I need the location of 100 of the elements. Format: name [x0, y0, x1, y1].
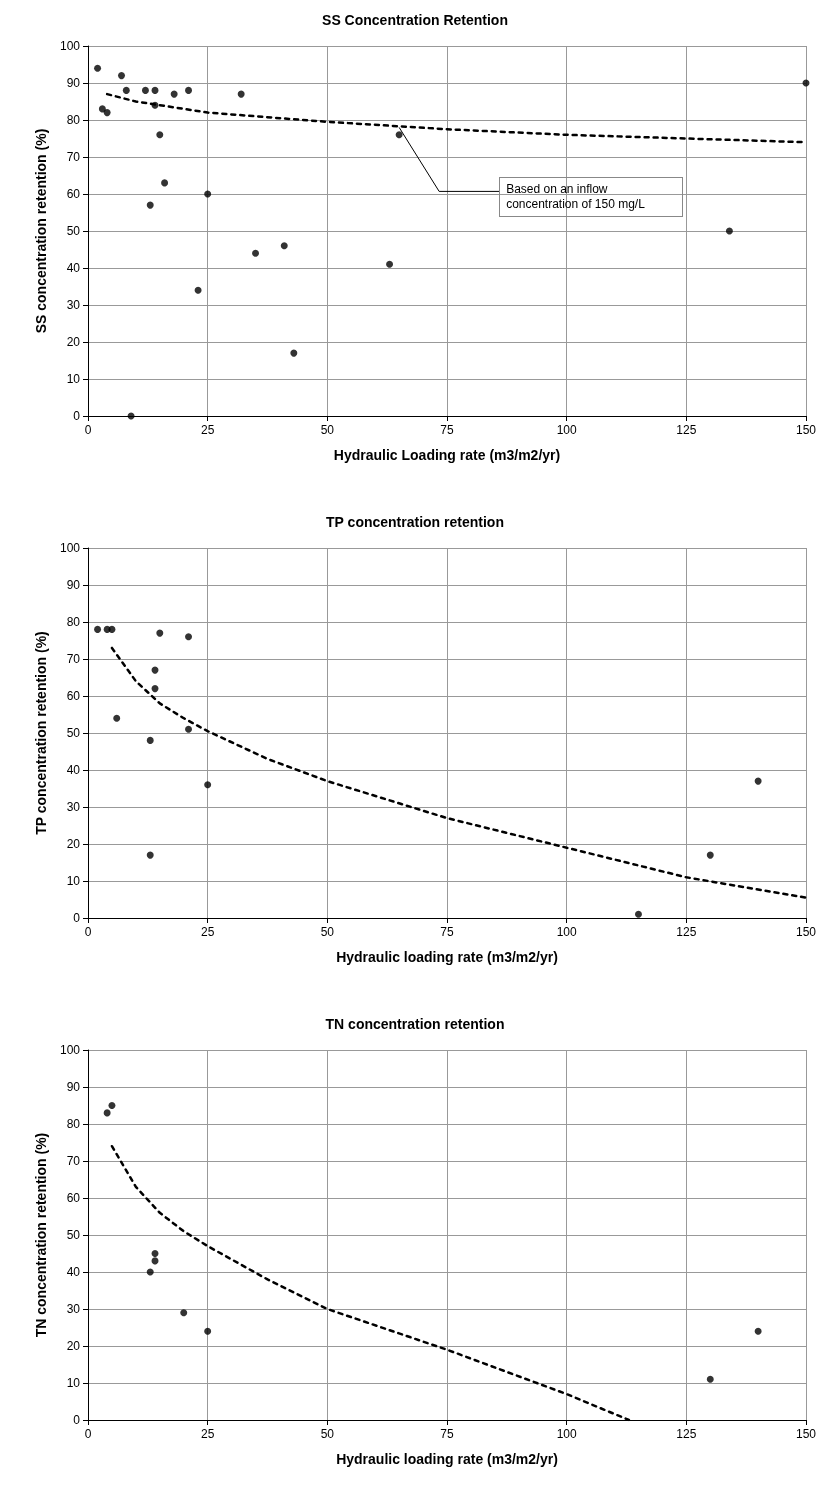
- point: [185, 633, 193, 641]
- x-tick-label: 0: [84, 423, 92, 437]
- point: [237, 90, 245, 98]
- y-tick-label: 0: [73, 409, 81, 423]
- y-tick-label: 60: [66, 187, 81, 201]
- point: [122, 86, 130, 94]
- point: [156, 131, 164, 139]
- annotation: Based on an inflow concentration of 150 mg/L: [499, 177, 684, 218]
- y-tick-label: 50: [66, 1228, 81, 1242]
- x-tick-label: 25: [200, 925, 215, 939]
- y-axis-title: SS concentration retention (%): [33, 128, 49, 334]
- y-tick-label: 60: [66, 689, 81, 703]
- y-tick-label: 0: [73, 1413, 81, 1427]
- chart-title: TN concentration retention: [325, 1016, 505, 1032]
- x-tick-label: 50: [320, 925, 335, 939]
- point: [185, 86, 193, 94]
- y-tick-label: 90: [66, 578, 81, 592]
- y-tick-label: 90: [66, 1080, 81, 1094]
- y-tick-label: 40: [66, 1265, 81, 1279]
- x-tick-label: 75: [440, 1427, 454, 1441]
- x-tick-label: 100: [556, 1427, 577, 1441]
- point: [280, 242, 288, 250]
- point: [94, 64, 102, 72]
- x-tick-label: 125: [676, 423, 697, 437]
- y-tick-label: 80: [66, 113, 81, 127]
- point: [395, 131, 403, 139]
- point: [141, 86, 149, 94]
- x-tick-label: 100: [556, 925, 577, 939]
- point: [94, 625, 102, 633]
- y-axis-title: TN concentration retention (%): [33, 1132, 49, 1338]
- point: [113, 714, 121, 722]
- y-tick-label: 20: [66, 837, 81, 851]
- point: [156, 629, 164, 637]
- y-tick-label: 90: [66, 76, 81, 90]
- point: [146, 201, 154, 209]
- y-tick-label: 10: [66, 372, 81, 386]
- point: [98, 105, 106, 113]
- y-tick-label: 30: [66, 298, 81, 312]
- point: [108, 1102, 116, 1109]
- y-axis-title: TP concentration retention (%): [33, 631, 49, 835]
- point: [754, 777, 762, 785]
- y-tick-label: 30: [66, 1302, 81, 1316]
- y-tick-label: 40: [66, 763, 81, 777]
- point: [185, 725, 193, 733]
- point: [146, 736, 154, 744]
- y-tick-label: 80: [66, 615, 81, 629]
- point: [194, 286, 202, 294]
- chart-title: TP concentration retention: [326, 514, 504, 530]
- x-axis-title: Hydraulic loading rate (m3/m2/yr): [336, 1451, 558, 1467]
- y-tick-label: 20: [66, 1339, 81, 1353]
- point: [146, 851, 154, 859]
- x-axis-title: Hydraulic Loading rate (m3/m2/yr): [333, 447, 561, 463]
- y-tick-label: 50: [66, 726, 81, 740]
- y-tick-label: 100: [59, 1043, 81, 1057]
- y-tick-label: 100: [59, 39, 81, 53]
- y-tick-label: 30: [66, 800, 81, 814]
- point: [103, 109, 111, 117]
- x-tick-label: 150: [795, 925, 817, 939]
- point: [754, 1327, 762, 1335]
- x-tick-label: 0: [84, 925, 92, 939]
- y-tick-label: 10: [66, 874, 81, 888]
- y-tick-label: 80: [66, 1117, 81, 1131]
- point: [725, 227, 733, 235]
- point: [170, 90, 178, 98]
- x-tick-label: 125: [676, 1427, 697, 1441]
- y-tick-label: 40: [66, 261, 81, 275]
- point: [108, 625, 116, 633]
- point: [204, 190, 212, 198]
- point: [146, 1268, 154, 1276]
- point: [180, 1309, 188, 1317]
- point: [151, 1250, 159, 1257]
- y-tick-label: 50: [66, 224, 81, 238]
- chart-title: SS Concentration Retention: [322, 12, 508, 28]
- y-tick-label: 10: [66, 1376, 81, 1390]
- x-tick-label: 150: [795, 423, 817, 437]
- x-tick-label: 25: [200, 423, 215, 437]
- point: [204, 781, 212, 789]
- x-tick-label: 75: [440, 423, 454, 437]
- point: [706, 1375, 714, 1383]
- y-tick-label: 70: [66, 150, 81, 164]
- x-tick-label: 50: [320, 1427, 335, 1441]
- x-tick-label: 125: [676, 925, 697, 939]
- y-tick-label: 20: [66, 335, 81, 349]
- point: [103, 1109, 111, 1117]
- x-tick-label: 150: [795, 1427, 817, 1441]
- y-tick-label: 0: [73, 911, 81, 925]
- point: [161, 179, 169, 187]
- point: [386, 260, 394, 268]
- y-tick-label: 70: [66, 652, 81, 666]
- y-tick-label: 70: [66, 1154, 81, 1168]
- line-series: [110, 646, 808, 899]
- point: [706, 851, 714, 859]
- x-axis-title: Hydraulic loading rate (m3/m2/yr): [336, 949, 558, 965]
- y-tick-label: 60: [66, 1191, 81, 1205]
- point: [151, 685, 159, 693]
- x-tick-label: 50: [320, 423, 335, 437]
- point: [634, 910, 642, 918]
- x-tick-label: 100: [556, 423, 577, 437]
- point: [252, 249, 260, 257]
- x-tick-label: 25: [200, 1427, 215, 1441]
